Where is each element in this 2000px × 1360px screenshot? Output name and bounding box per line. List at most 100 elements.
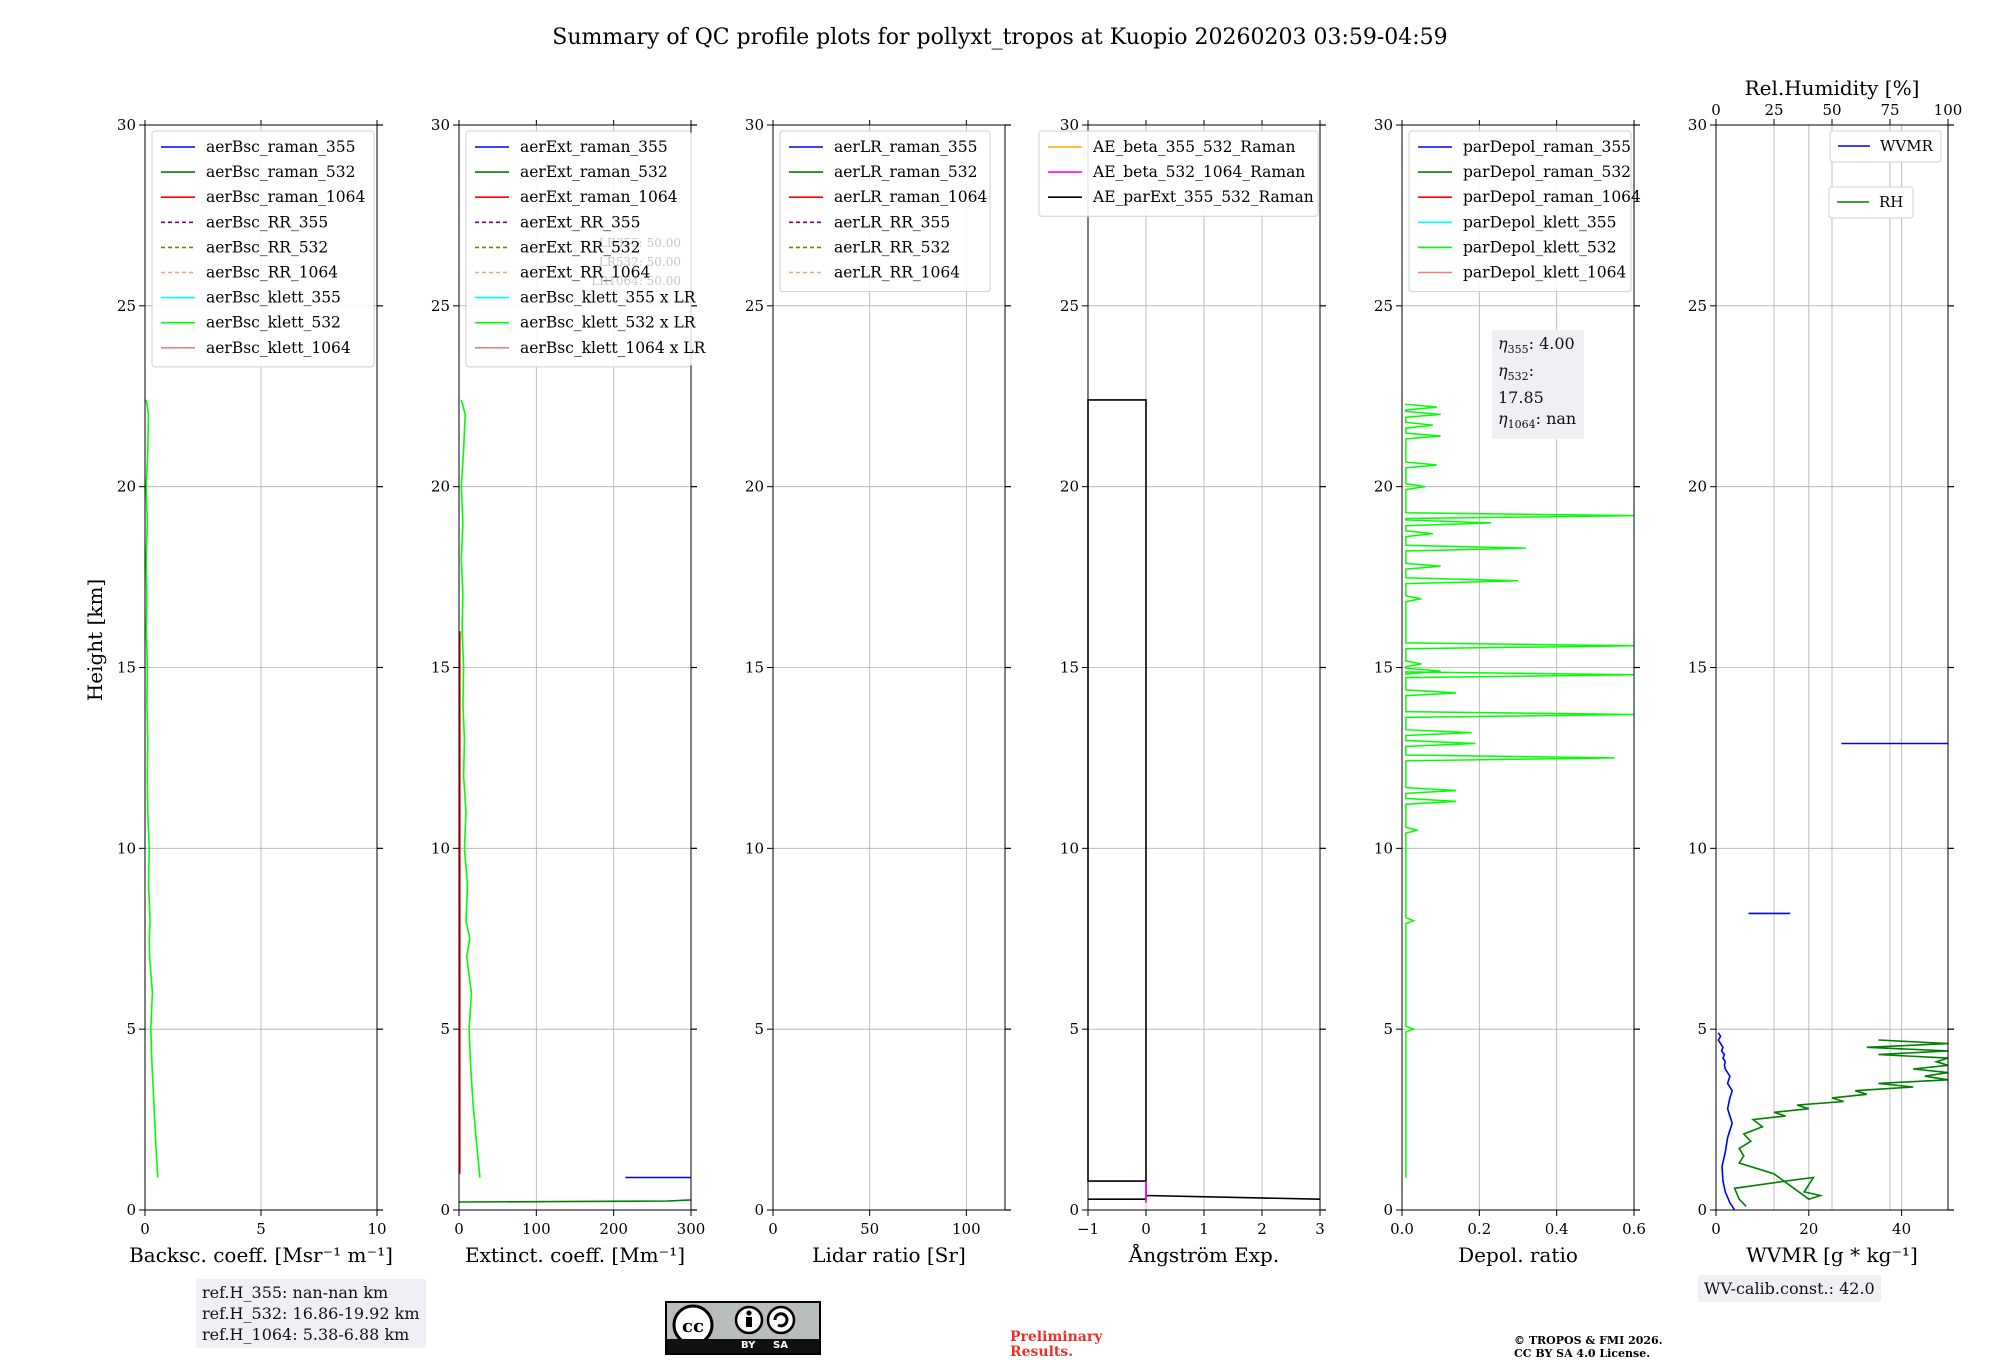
figure-title: Summary of QC profile plots for pollyxt_… (552, 25, 1447, 50)
refh-532: ref.H_532: 16.86-19.92 km (202, 1304, 420, 1323)
y-tick-label: 15 (1688, 659, 1707, 677)
series-aerBsc_klett_532 (145, 399, 159, 1178)
x-tick-label: 0 (140, 1220, 150, 1238)
x-axis-label: Depol. ratio (1458, 1243, 1578, 1267)
legend-label: aerExt_RR_355 (520, 213, 641, 231)
legend-rh-label: RH (1879, 193, 1903, 211)
legend-label: aerBsc_raman_532 (206, 163, 356, 181)
x-tick-label: −1 (1077, 1220, 1099, 1238)
series-RH (1733, 1039, 1949, 1207)
y-tick-label: 5 (440, 1020, 450, 1038)
y-tick-label: 20 (745, 478, 764, 496)
eta-355: η355: 4.00 (1498, 334, 1575, 357)
reference-height-box: ref.H_355: nan-nan km ref.H_532: 16.86-1… (196, 1279, 426, 1348)
legend-label: aerBsc_RR_532 (206, 238, 328, 256)
eta-box: η355: 4.00 η532: 17.85 η1064: nan (1492, 330, 1584, 439)
top-x-tick-label: 50 (1822, 101, 1841, 119)
panel-lidar-ratio: 0 5 10 15 20 25 30 0 50 100 Lidar ratio [Sr] aerLR_… (745, 116, 1011, 1267)
panel-backscatter: 0 5 10 15 20 25 30 0 5 10 Backsc. coeff. [Msr⁻¹ m⁻… (117, 116, 393, 1267)
legend-box (465, 130, 692, 368)
copyright-line2: CC BY SA 4.0 License. (1514, 1347, 1651, 1360)
y-tick-label: 10 (1688, 839, 1707, 857)
x-tick-label: 0.0 (1390, 1220, 1414, 1238)
y-tick-label: 5 (1697, 1020, 1707, 1038)
eta-1064: η1064: nan (1498, 409, 1577, 432)
top-x-tick-label: 25 (1764, 101, 1783, 119)
y-tick-label: 10 (1374, 839, 1393, 857)
legend-label: AE_parExt_355_532_Raman (1092, 188, 1314, 206)
legend-label: aerExt_RR_532 (520, 238, 641, 256)
y-tick-label: 10 (117, 839, 136, 857)
refh-1064: ref.H_1064: 5.38-6.88 km (202, 1325, 410, 1344)
y-tick-label: 5 (1069, 1020, 1079, 1038)
y-tick-label: 15 (1060, 659, 1079, 677)
y-tick-label: 10 (745, 839, 764, 857)
y-tick-label: 30 (117, 116, 136, 134)
y-tick-label: 30 (431, 116, 450, 134)
y-tick-label: 0 (126, 1201, 136, 1219)
legend-label: AE_beta_532_1064_Raman (1092, 163, 1305, 181)
sa-arrow (773, 1312, 789, 1328)
cc-circle-icon (672, 1304, 714, 1339)
y-tick-label: 0 (440, 1201, 450, 1219)
legend-label: aerBsc_klett_1064 x LR (520, 339, 707, 357)
x-tick-label: 2 (1257, 1220, 1267, 1238)
x-tick-label: 5 (256, 1220, 266, 1238)
cc-by-label: BY (741, 1340, 756, 1351)
x-tick-label: 300 (677, 1220, 706, 1238)
x-tick-label: 10 (367, 1220, 386, 1238)
y-tick-label: 10 (431, 839, 450, 857)
legend-box (1408, 130, 1632, 293)
legend-box (779, 130, 991, 293)
legend-label: aerExt_raman_1064 (520, 188, 678, 206)
legend-label: aerBsc_klett_532 x LR (520, 314, 697, 332)
y-tick-label: 15 (431, 659, 450, 677)
copyright-note: © TROPOS & FMI 2026. CC BY SA 4.0 Licens… (1514, 1334, 1663, 1360)
x-axis-label: WVMR [g * kg⁻¹] (1746, 1243, 1918, 1267)
legend-label: aerExt_raman_532 (520, 163, 668, 181)
legend-wvmr-box (1829, 130, 1942, 163)
x-tick-label: 0 (768, 1220, 778, 1238)
x-tick-label: 0.2 (1467, 1220, 1491, 1238)
y-tick-label: 30 (1060, 116, 1079, 134)
y-tick-label: 0 (1383, 1201, 1393, 1219)
legend-rh-box (1828, 186, 1914, 219)
top-x-tick-label: 75 (1880, 101, 1899, 119)
legend-label: aerBsc_klett_355 x LR (520, 289, 697, 307)
refh-355: ref.H_355: nan-nan km (202, 1283, 389, 1302)
y-tick-label: 5 (126, 1020, 136, 1038)
legend-label: aerExt_RR_1064 (520, 264, 651, 282)
y-tick-label: 20 (1374, 478, 1393, 496)
eta-532-value: 17.85 (1498, 388, 1544, 408)
y-tick-label: 20 (117, 478, 136, 496)
legend-label: aerLR_RR_355 (834, 213, 950, 231)
y-tick-label: 30 (745, 116, 764, 134)
x-tick-label: 0.4 (1545, 1220, 1569, 1238)
legend-label: parDepol_klett_355 (1463, 213, 1616, 231)
x-tick-label: 50 (860, 1220, 879, 1238)
lr-annotation: LR1064: 50.00 (591, 274, 681, 288)
legend-label: aerBsc_klett_1064 (206, 339, 351, 357)
x-axis-label: Lidar ratio [Sr] (812, 1243, 966, 1267)
y-tick-label: 15 (117, 659, 136, 677)
legend-wvmr-label: WVMR (1880, 137, 1934, 155)
x-tick-label: 0 (1141, 1220, 1151, 1238)
legend-label: aerBsc_raman_355 (206, 138, 356, 156)
legend-label: aerExt_raman_355 (520, 138, 668, 156)
eta-1064-value: nan (1546, 409, 1577, 429)
copyright-line1: © TROPOS & FMI 2026. (1514, 1334, 1663, 1347)
y-tick-label: 30 (1688, 116, 1707, 134)
x-tick-label: 100 (522, 1220, 551, 1238)
legend-label: aerLR_raman_532 (834, 163, 977, 181)
legend-label: aerBsc_klett_355 (206, 289, 341, 307)
x-tick-label: 20 (1799, 1220, 1818, 1238)
y-tick-label: 15 (745, 659, 764, 677)
cc-badge-bar: BY SA (667, 1339, 819, 1353)
by-person-body (746, 1317, 752, 1327)
y-tick-label: 25 (1374, 297, 1393, 315)
legend-label: parDepol_raman_532 (1463, 163, 1631, 181)
legend-label: parDepol_raman_1064 (1463, 188, 1641, 206)
preliminary-line1: Preliminary (1010, 1329, 1103, 1345)
